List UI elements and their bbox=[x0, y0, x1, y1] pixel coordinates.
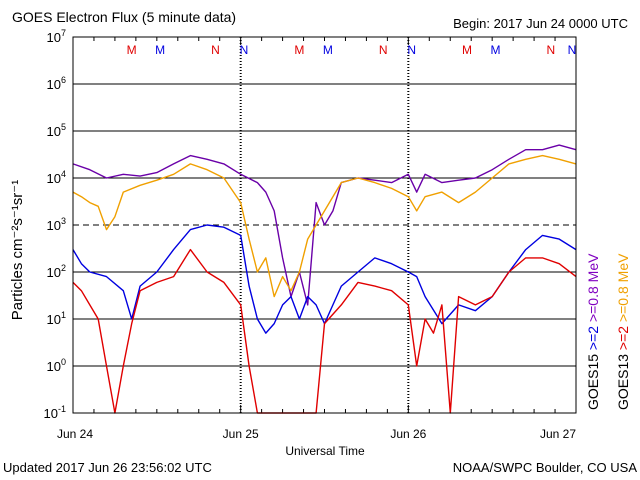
x-tick-labels: Jun 24 Jun 25 Jun 26 Jun 27 bbox=[57, 427, 576, 441]
source-credit: NOAA/SWPC Boulder, CO USA bbox=[453, 460, 638, 475]
legend-entry: GOES15 >=2 >=0.8 MeV bbox=[585, 253, 601, 410]
marker-label: N bbox=[547, 43, 556, 57]
y-tick-label: 104 bbox=[47, 169, 66, 186]
marker-label: M bbox=[127, 43, 137, 57]
y-tick-label: 102 bbox=[47, 263, 66, 280]
x-tick-label: Jun 24 bbox=[57, 427, 93, 441]
x-axis-label: Universal Time bbox=[285, 444, 365, 458]
y-tick-labels: 10-1 100 101 102 103 104 105 106 107 bbox=[44, 28, 66, 421]
x-tick-label: Jun 26 bbox=[390, 427, 426, 441]
series-line-g15_2 bbox=[72, 224, 577, 334]
chart-title: GOES Electron Flux (5 minute data) bbox=[12, 9, 236, 25]
plot-frame bbox=[72, 36, 577, 414]
marker-label: N bbox=[211, 43, 220, 57]
marker-label: N bbox=[240, 43, 249, 57]
series-line-g13_08 bbox=[72, 154, 577, 298]
y-tick-label: 10-1 bbox=[44, 404, 66, 421]
marker-label: M bbox=[323, 43, 333, 57]
y-tick-label: 101 bbox=[47, 310, 66, 327]
series-line-g15_08 bbox=[72, 144, 577, 306]
marker-label: N bbox=[379, 43, 388, 57]
y-tick-label: 100 bbox=[47, 357, 66, 374]
x-tick-label: Jun 27 bbox=[540, 427, 576, 441]
marker-label: M bbox=[294, 43, 304, 57]
marker-label: N bbox=[407, 43, 416, 57]
y-tick-label: 103 bbox=[47, 216, 66, 233]
series-lines bbox=[72, 144, 577, 414]
y-tick-label: 107 bbox=[47, 28, 66, 45]
y-tick-label: 105 bbox=[47, 122, 66, 139]
marker-label: M bbox=[155, 43, 165, 57]
legend: GOES15 >=2 >=0.8 MeV GOES13 >=2 >=0.8 MeV bbox=[585, 253, 631, 410]
y-axis-label: Particles cm⁻²s⁻¹sr⁻¹ bbox=[9, 180, 26, 320]
series-line-g13_2 bbox=[72, 248, 577, 414]
updated-timestamp: Updated 2017 Jun 26 23:56:02 UTC bbox=[3, 460, 212, 475]
marker-label: N bbox=[568, 43, 577, 57]
x-tick-label: Jun 25 bbox=[223, 427, 259, 441]
legend-entry: GOES13 >=2 >=0.8 MeV bbox=[615, 253, 631, 410]
marker-label: M bbox=[491, 43, 501, 57]
begin-label: Begin: 2017 Jun 24 0000 UTC bbox=[453, 16, 628, 31]
marker-label: M bbox=[462, 43, 472, 57]
y-tick-label: 106 bbox=[47, 75, 66, 92]
